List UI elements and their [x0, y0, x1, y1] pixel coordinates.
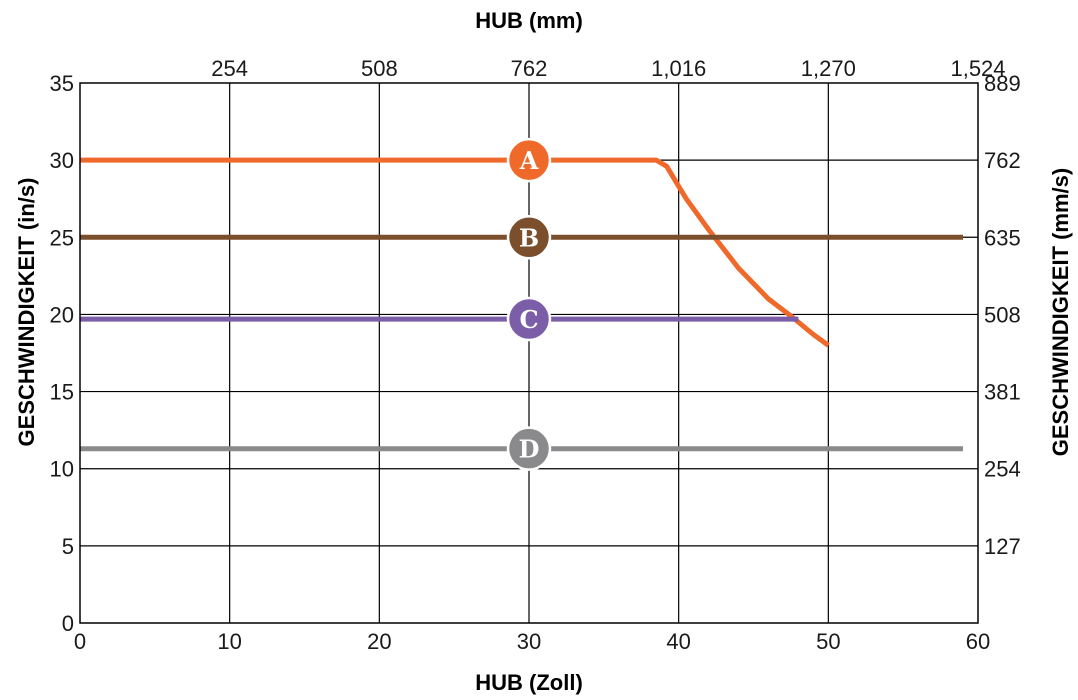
x-tick-label: 0 [74, 629, 86, 654]
y-tick-label: 35 [50, 71, 74, 96]
y2-axis-title: GESCHWINDIGKEIT (mm/s) [1048, 168, 1073, 456]
tick-labels: 0 10 20 30 40 50 60 0 5 10 15 20 25 30 35 254 508 762 1,01… [50, 56, 1021, 654]
series-line-a [80, 157, 830, 348]
x-tick-label: 60 [966, 629, 990, 654]
x-axis-title: HUB (Zoll) [475, 670, 583, 695]
y-tick-label: 30 [50, 148, 74, 173]
series-badges: A B C D [506, 137, 552, 471]
series-badge-label: D [519, 435, 540, 464]
y-axis-title: GESCHWINDIGKEIT (in/s) [14, 178, 39, 447]
y2-tick-label: 254 [984, 457, 1021, 482]
y-tick-label: 0 [62, 611, 74, 636]
plot-frame [79, 82, 979, 624]
series-badge-d [506, 426, 552, 471]
series-badge-a [506, 137, 552, 183]
y2-tick-label: 889 [984, 71, 1021, 96]
y-tick-label: 20 [50, 302, 74, 327]
y-tick-label: 10 [50, 457, 74, 482]
series-badge-label: A [519, 146, 539, 175]
y-tick-label: 15 [50, 380, 74, 405]
y2-tick-label: 762 [984, 148, 1021, 173]
x-tick-label: 40 [666, 629, 690, 654]
x2-tick-label: 1,016 [651, 56, 706, 81]
series-badge-b [506, 215, 552, 260]
y-tick-label: 25 [50, 225, 74, 250]
x-tick-label: 20 [367, 629, 391, 654]
series-badge-label: C [519, 305, 538, 334]
x2-tick-label: 1,270 [801, 56, 856, 81]
x2-tick-label: 762 [511, 56, 548, 81]
x2-tick-label: 1,524 [950, 56, 1005, 81]
x-tick-label: 50 [816, 629, 840, 654]
x2-tick-label: 254 [211, 56, 248, 81]
y2-tick-label: 508 [984, 302, 1021, 327]
x2-tick-label: 508 [361, 56, 398, 81]
x-tick-label: 10 [217, 629, 241, 654]
series-badge-label: B [519, 223, 539, 252]
y-tick-label: 5 [62, 534, 74, 559]
x-tick-label: 30 [517, 629, 541, 654]
y2-tick-label: 127 [984, 534, 1021, 559]
y2-tick-label: 381 [984, 380, 1021, 405]
y2-tick-label: 635 [984, 225, 1021, 250]
x2-axis-title: HUB (mm) [475, 8, 583, 33]
series-badge-c [506, 296, 552, 342]
